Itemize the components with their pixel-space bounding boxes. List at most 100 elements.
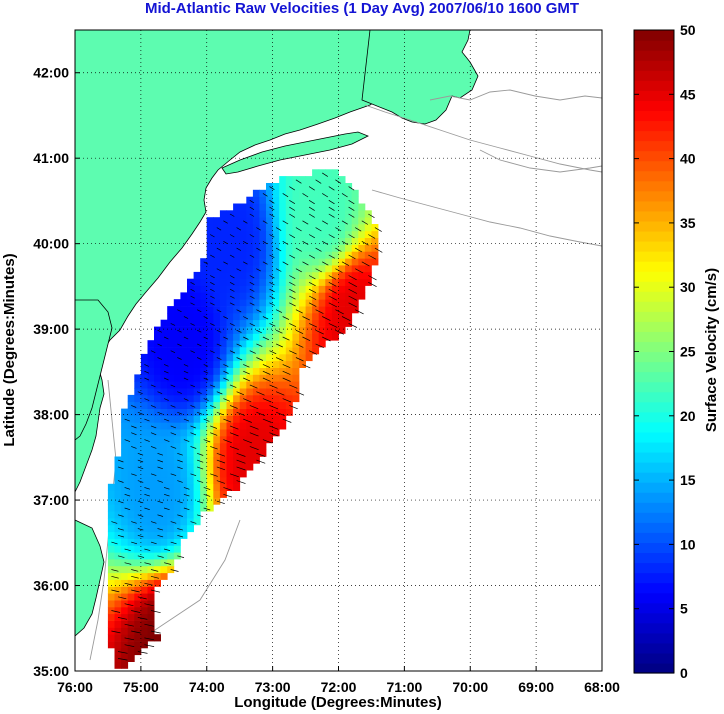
colorbar-swatch bbox=[634, 642, 674, 654]
velocity-cell bbox=[134, 627, 142, 635]
velocity-vector bbox=[216, 268, 222, 272]
velocity-vector bbox=[223, 493, 233, 498]
velocity-cell bbox=[364, 258, 372, 266]
velocity-vector bbox=[243, 261, 248, 265]
velocity-cell bbox=[147, 477, 155, 485]
velocity-vector bbox=[355, 309, 364, 315]
velocity-cell bbox=[180, 511, 188, 519]
velocity-vector bbox=[249, 213, 255, 217]
colorbar-swatch bbox=[634, 150, 674, 162]
velocity-cell bbox=[233, 237, 241, 245]
velocity-vector bbox=[282, 364, 291, 369]
velocity-cell bbox=[318, 265, 326, 273]
velocity-cell bbox=[154, 538, 161, 546]
velocity-cell bbox=[127, 463, 135, 471]
velocity-cell bbox=[312, 319, 320, 327]
velocity-cell bbox=[259, 388, 267, 396]
velocity-cell bbox=[180, 463, 188, 471]
colorbar-swatch bbox=[634, 80, 674, 91]
velocity-vector bbox=[223, 364, 229, 367]
velocity-vector bbox=[275, 411, 285, 417]
velocity-vector bbox=[328, 302, 338, 308]
velocity-cell bbox=[239, 278, 247, 286]
velocity-cell bbox=[140, 429, 148, 437]
velocity-cell bbox=[213, 442, 221, 450]
velocity-cell bbox=[147, 504, 155, 512]
velocity-cell bbox=[345, 189, 353, 197]
velocity-cell bbox=[206, 319, 214, 327]
velocity-cell bbox=[285, 306, 293, 314]
velocity-vector bbox=[328, 200, 335, 205]
velocity-cell bbox=[140, 538, 148, 546]
velocity-cell bbox=[239, 388, 247, 396]
velocity-cell bbox=[206, 340, 214, 348]
velocity-cell bbox=[266, 306, 273, 314]
velocity-vector bbox=[249, 288, 255, 292]
velocity-cell bbox=[147, 463, 155, 471]
velocity-cell bbox=[259, 381, 267, 389]
velocity-vector bbox=[361, 220, 369, 225]
velocity-vector bbox=[144, 637, 155, 641]
colorbar-swatch bbox=[634, 612, 674, 624]
velocity-cell bbox=[200, 442, 208, 450]
velocity-cell bbox=[279, 237, 287, 245]
velocity-cell bbox=[160, 504, 168, 512]
colorbar-swatch bbox=[634, 391, 674, 403]
velocity-cell bbox=[167, 415, 175, 423]
velocity-cell bbox=[206, 265, 214, 273]
velocity-cell bbox=[305, 326, 313, 334]
velocity-vector bbox=[322, 316, 331, 321]
velocity-cell bbox=[285, 374, 293, 382]
velocity-cell bbox=[180, 531, 188, 539]
velocity-cell bbox=[266, 415, 273, 423]
velocity-vector bbox=[210, 302, 215, 306]
colorbar-swatch bbox=[634, 90, 674, 101]
velocity-vector bbox=[210, 323, 215, 326]
velocity-cell bbox=[312, 271, 320, 280]
velocity-vector bbox=[236, 329, 242, 333]
velocity-vector bbox=[124, 637, 135, 641]
velocity-vector bbox=[117, 658, 128, 661]
velocity-cell bbox=[246, 230, 254, 238]
velocity-vector bbox=[163, 487, 170, 490]
velocity-cell bbox=[206, 415, 214, 423]
velocity-vector bbox=[249, 281, 255, 286]
velocity-cell bbox=[121, 606, 129, 615]
velocity-cell bbox=[180, 470, 188, 478]
velocity-cell bbox=[292, 292, 300, 300]
velocity-cell bbox=[200, 292, 208, 300]
velocity-cell bbox=[364, 265, 372, 273]
velocity-vector bbox=[236, 343, 242, 347]
velocity-cell bbox=[259, 292, 267, 300]
velocity-cell bbox=[121, 613, 129, 621]
velocity-cell bbox=[246, 340, 254, 348]
velocity-cell bbox=[173, 340, 181, 348]
velocity-cell bbox=[213, 319, 221, 327]
velocity-vector bbox=[203, 418, 210, 422]
velocity-vector bbox=[229, 213, 235, 217]
velocity-cell bbox=[114, 490, 122, 498]
velocity-cell bbox=[180, 408, 188, 416]
velocity-cell bbox=[206, 394, 214, 403]
velocity-cell bbox=[305, 285, 313, 293]
velocity-cell bbox=[279, 326, 287, 334]
velocity-cell bbox=[127, 634, 135, 642]
velocity-cell bbox=[331, 196, 339, 204]
velocity-cell bbox=[318, 210, 326, 218]
velocity-cell bbox=[180, 353, 188, 362]
velocity-cell bbox=[154, 374, 161, 382]
velocity-cell bbox=[147, 374, 155, 382]
velocity-vector bbox=[163, 370, 169, 374]
velocity-vector bbox=[262, 370, 271, 375]
velocity-cell bbox=[233, 319, 241, 327]
velocity-cell bbox=[154, 360, 161, 368]
velocity-vector bbox=[315, 247, 322, 252]
velocity-cell bbox=[305, 353, 313, 362]
velocity-cell bbox=[140, 524, 148, 533]
velocity-cell bbox=[154, 572, 161, 580]
velocity-vector bbox=[190, 288, 195, 292]
velocity-cell bbox=[266, 196, 273, 204]
velocity-cell bbox=[331, 210, 339, 218]
velocity-vector bbox=[275, 391, 285, 396]
velocity-cell bbox=[167, 388, 175, 396]
